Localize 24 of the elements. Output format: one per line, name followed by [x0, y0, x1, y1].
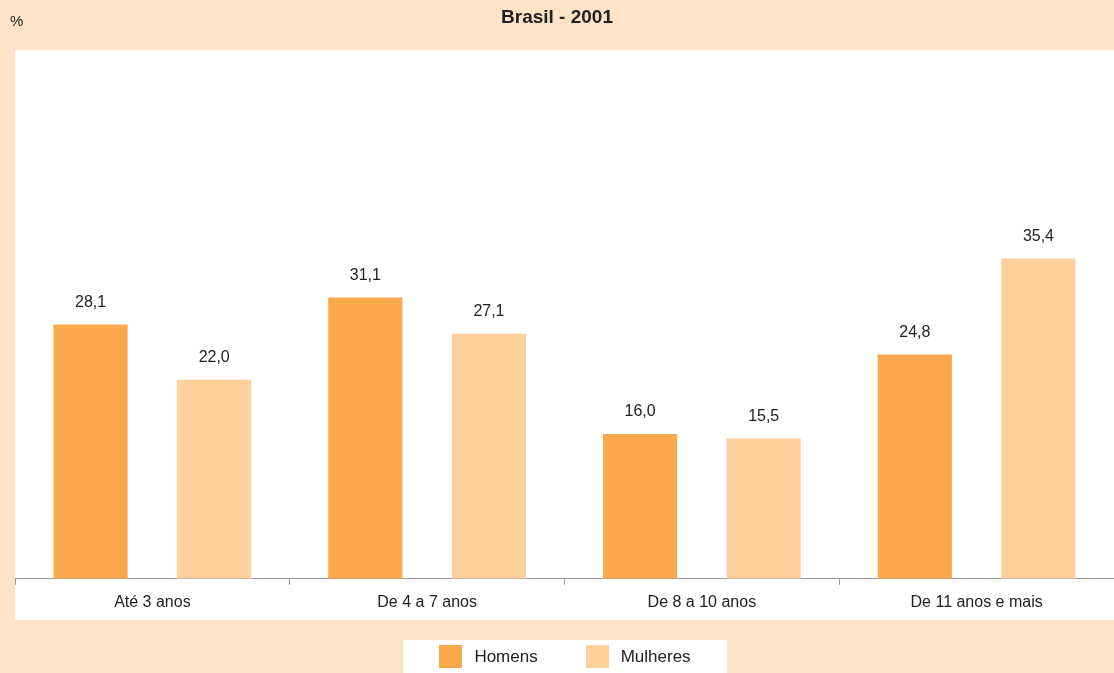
bar	[726, 438, 801, 579]
legend-label: Homens	[474, 646, 538, 667]
x-tick-label: Até 3 anos	[114, 592, 191, 610]
bar	[451, 333, 527, 579]
data-label: 31,1	[349, 265, 381, 283]
data-label: 22,0	[198, 348, 230, 366]
bar	[877, 354, 952, 579]
text: %	[10, 12, 24, 29]
chart-title: Brasil - 2001	[501, 6, 613, 27]
data-label: 16,0	[624, 402, 656, 420]
bar	[177, 379, 252, 579]
data-label: 35,4	[1022, 226, 1055, 244]
bar	[328, 297, 403, 579]
data-label: 27,1	[473, 302, 505, 320]
legend-label: Mulheres	[620, 646, 691, 667]
bar	[602, 434, 678, 579]
x-tick-label: De 8 a 10 anos	[647, 592, 757, 610]
data-label: 15,5	[748, 406, 780, 424]
data-label: 28,1	[74, 293, 107, 310]
data-label: 24,8	[899, 322, 931, 340]
bar	[53, 324, 128, 579]
x-tick-label: De 4 a 7 anos	[377, 592, 477, 610]
x-tick-label: De 11 anos e mais	[910, 592, 1043, 610]
bar	[1001, 258, 1076, 579]
